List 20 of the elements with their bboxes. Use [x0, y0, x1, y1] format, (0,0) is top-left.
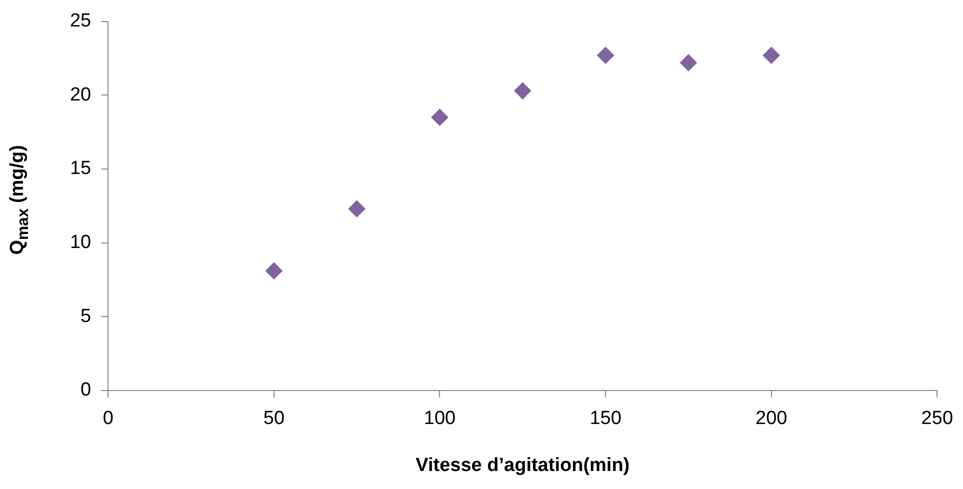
x-tick-label: 50	[263, 408, 285, 430]
x-tick-label: 150	[590, 408, 622, 430]
y-tick-label: 15	[70, 158, 92, 180]
x-tick-label: 100	[424, 408, 456, 430]
point	[431, 108, 448, 126]
x-axis-title: Vitesse d’agitation(min)	[416, 454, 630, 476]
point	[514, 82, 532, 100]
x-tick-label: 200	[755, 408, 788, 430]
x-tick-label: 0	[102, 408, 114, 430]
point	[597, 46, 614, 64]
point	[265, 262, 282, 280]
y-tick-label: 25	[70, 10, 92, 32]
y-tick-label: 10	[70, 232, 92, 254]
x-tick-label: 250	[921, 408, 953, 430]
y-tick-label: 20	[70, 84, 92, 106]
y-tick-label: 5	[80, 306, 92, 327]
point	[680, 54, 697, 72]
y-tick-label: 0	[80, 380, 92, 401]
point	[348, 200, 366, 218]
point	[762, 46, 780, 64]
